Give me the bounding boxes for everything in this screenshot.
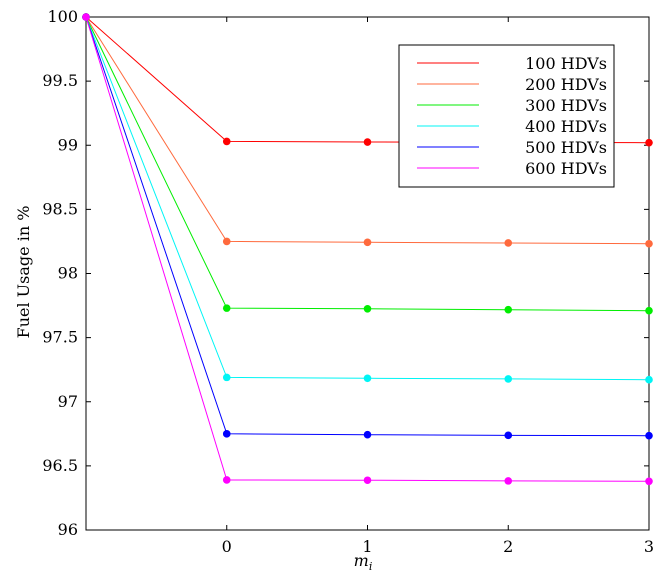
data-point: [222, 373, 231, 382]
legend-entry: 300 HDVs: [525, 96, 607, 115]
data-point: [504, 239, 513, 247]
data-point: [363, 138, 372, 146]
data-point: [363, 374, 372, 383]
data-point: [504, 305, 513, 314]
y-tick-label: 98: [58, 264, 78, 283]
x-axis-label-main: m: [354, 551, 369, 570]
data-point: [645, 375, 653, 384]
y-tick-label: 99.5: [42, 71, 78, 90]
y-tick-label: 97.5: [42, 328, 78, 347]
legend-entry: 200 HDVs: [525, 75, 607, 94]
data-point: [645, 477, 653, 486]
data-point: [363, 430, 372, 439]
data-point: [504, 431, 513, 440]
data-point: [645, 138, 653, 147]
data-point: [363, 238, 372, 247]
x-tick-label: 3: [644, 537, 654, 556]
legend-entry: 500 HDVs: [525, 138, 607, 157]
data-point: [363, 476, 372, 485]
x-tick-label: 2: [503, 537, 513, 556]
x-tick-label: 1: [362, 537, 372, 556]
legend-box: [398, 44, 615, 188]
legend-entry: 400 HDVs: [525, 117, 607, 136]
data-point: [504, 477, 513, 485]
x-axis-label-subscript: i: [369, 560, 373, 573]
x-axis-label: mi: [354, 551, 373, 573]
y-axis-label: Fuel Usage in %: [14, 206, 33, 339]
data-point: [222, 430, 231, 438]
data-point: [222, 304, 231, 312]
data-point: [645, 431, 653, 440]
y-tick-label: 97: [58, 392, 78, 411]
data-point: [222, 137, 231, 146]
y-tick-label: 98.5: [42, 199, 78, 218]
data-point: [645, 306, 653, 315]
data-point: [82, 13, 90, 21]
data-point: [222, 237, 231, 246]
legend: 100 HDVs 200 HDVs 300 HDVs 400 HDVs 500 HDVs…: [398, 44, 615, 188]
data-point: [222, 476, 231, 484]
data-point: [363, 304, 372, 313]
y-tick-label: 99: [58, 135, 78, 154]
data-point: [645, 239, 653, 248]
x-tick-label: 0: [222, 537, 232, 556]
y-tick-label: 100: [47, 7, 78, 26]
y-tick-label: 96: [58, 520, 78, 539]
data-point: [504, 375, 513, 383]
legend-entry: 600 HDVs: [525, 159, 607, 178]
legend-entry: 100 HDVs: [525, 54, 607, 73]
y-tick-label: 96.5: [42, 456, 78, 475]
